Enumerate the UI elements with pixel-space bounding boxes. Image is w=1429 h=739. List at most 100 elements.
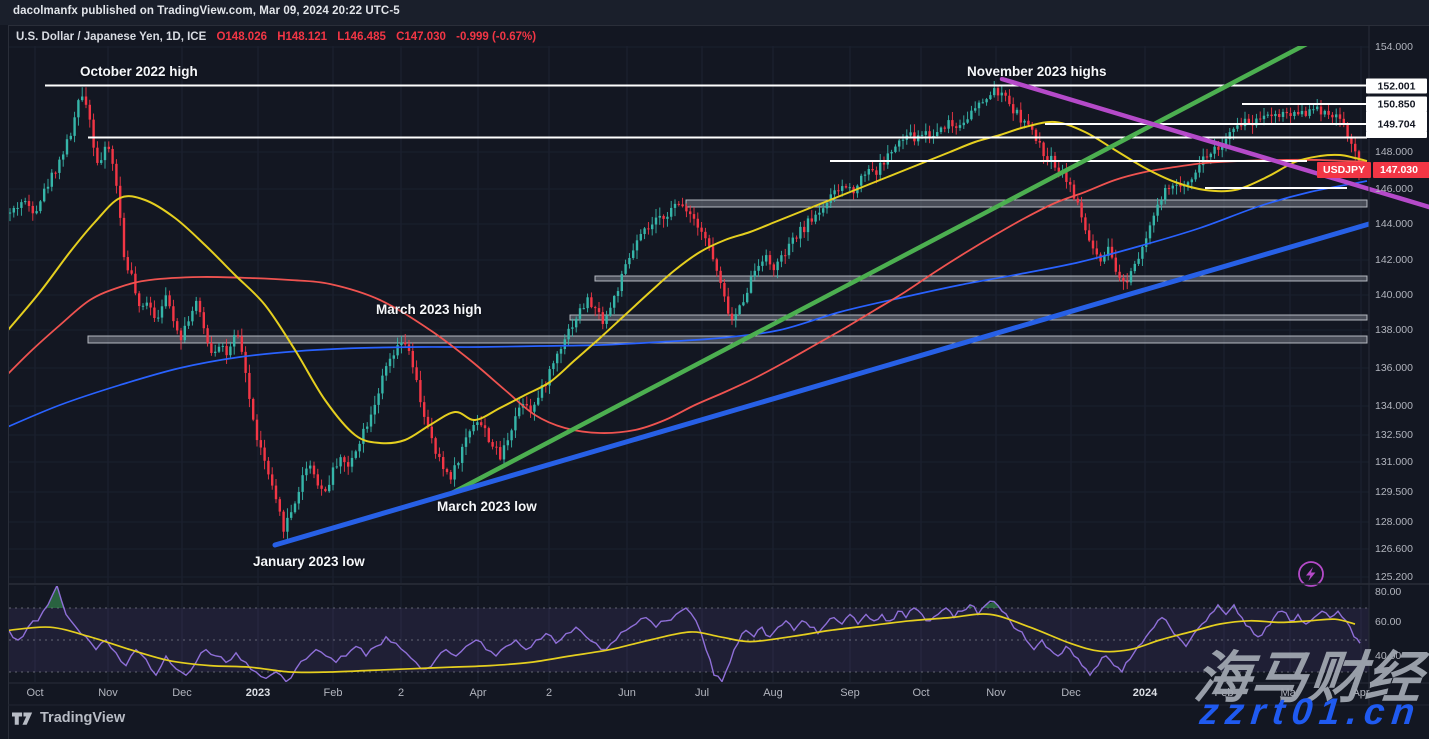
candle-body xyxy=(153,307,156,319)
time-axis-label[interactable]: Dec xyxy=(1061,687,1081,699)
candle-body xyxy=(559,349,563,354)
candle-body xyxy=(81,96,84,101)
candle-body xyxy=(806,218,810,233)
candle-body xyxy=(1243,118,1247,127)
time-axis-label[interactable]: Apr xyxy=(469,687,487,699)
tradingview-attribution[interactable]: TradingView xyxy=(12,710,125,726)
candle-body xyxy=(886,153,889,165)
rising-support-blue[interactable] xyxy=(272,221,1369,548)
time-axis-label[interactable]: Mar xyxy=(1280,687,1300,699)
price-label-partial xyxy=(1366,131,1427,138)
time-axis-label[interactable]: Dec xyxy=(172,687,192,699)
ohlc-close: C147.030 xyxy=(396,31,446,43)
candle-body xyxy=(704,231,707,239)
time-axis-label[interactable]: 2 xyxy=(545,687,553,699)
candle-body xyxy=(423,402,426,417)
price-level-label: 150.850 xyxy=(1366,96,1427,112)
time-axis-label[interactable]: Oct xyxy=(912,687,930,699)
candle-body xyxy=(449,472,452,480)
candle-body xyxy=(1072,184,1076,199)
candle-body xyxy=(160,306,164,318)
time-axis-label[interactable]: 2 xyxy=(397,687,405,699)
march-2023-high-zone[interactable] xyxy=(87,335,1368,344)
rising-support-green[interactable] xyxy=(449,28,1337,496)
zone-139.3[interactable] xyxy=(569,314,1368,321)
candle-body xyxy=(799,226,802,239)
time-axis-label[interactable]: Apr xyxy=(1352,687,1370,699)
candle-body xyxy=(985,99,988,103)
chart-annotation-4[interactable]: January 2023 low xyxy=(253,554,365,569)
chart-annotation-0[interactable]: October 2022 high xyxy=(80,64,198,79)
candle-body xyxy=(362,428,365,444)
candle-body xyxy=(1137,258,1140,264)
time-axis-label[interactable]: Feb xyxy=(1214,687,1234,699)
time-axis-label[interactable]: Jun xyxy=(618,687,636,699)
time-axis-label[interactable]: Aug xyxy=(763,687,783,699)
candle-body xyxy=(183,325,186,341)
ohlc-low: L146.485 xyxy=(337,31,386,43)
candle-body xyxy=(16,207,19,209)
june-2023-high-zone[interactable] xyxy=(685,199,1368,208)
candle-body xyxy=(943,127,946,129)
spark-icon[interactable] xyxy=(1298,561,1324,587)
candle-body xyxy=(324,488,327,492)
ma-red-line[interactable] xyxy=(0,158,1368,434)
rsi-ma-line[interactable] xyxy=(8,613,1356,674)
falling-resistance-purple[interactable] xyxy=(999,76,1429,210)
candle-body xyxy=(1031,124,1034,130)
ma-blue-line[interactable] xyxy=(5,180,1368,428)
symbol-legend[interactable]: U.S. Dollar / Japanese Yen, 1D, ICE O148… xyxy=(16,31,543,43)
time-axis-label[interactable]: Feb xyxy=(323,687,343,699)
rsi-axis-label: 40.00 xyxy=(1375,650,1402,662)
time-axis-label[interactable]: 2024 xyxy=(1132,687,1158,699)
candle-body xyxy=(487,428,490,443)
candle-body xyxy=(825,202,829,209)
candle-body xyxy=(548,369,551,386)
candle-body xyxy=(898,140,901,147)
candle-body xyxy=(236,335,240,337)
candle-body xyxy=(715,259,718,271)
price-pane[interactable] xyxy=(0,28,1369,583)
candle-body xyxy=(567,328,570,340)
candle-body xyxy=(1164,187,1167,201)
time-axis-label[interactable]: Oct xyxy=(26,687,44,699)
candle-body xyxy=(1015,109,1019,114)
candle-body xyxy=(673,203,677,208)
candle-body xyxy=(1133,263,1136,272)
candle-body xyxy=(761,261,764,266)
chart-annotation-1[interactable]: November 2023 highs xyxy=(967,64,1107,79)
price-axis-label: 134.000 xyxy=(1375,400,1413,412)
time-axis-label[interactable]: Nov xyxy=(986,687,1006,699)
candle-body xyxy=(1076,198,1079,203)
candle-body xyxy=(461,446,464,463)
candle-body xyxy=(297,491,300,504)
candle-body xyxy=(803,226,806,233)
time-axis-label[interactable]: Sep xyxy=(840,687,860,699)
chart-frame[interactable] xyxy=(8,25,1429,739)
candle-body xyxy=(191,310,194,322)
candle-body xyxy=(765,255,768,262)
candle-body xyxy=(879,162,882,175)
candle-body xyxy=(746,292,749,303)
chart-annotation-3[interactable]: March 2023 low xyxy=(437,499,537,514)
candle-body xyxy=(620,273,623,292)
chart-annotation-2[interactable]: March 2023 high xyxy=(376,302,482,317)
rsi-line[interactable] xyxy=(8,586,1361,682)
candle-body xyxy=(1126,281,1129,283)
candle-body xyxy=(176,321,179,331)
candle-body xyxy=(951,120,954,127)
candle-body xyxy=(920,134,924,136)
candle-body xyxy=(719,270,722,284)
candle-body xyxy=(1012,104,1015,114)
candle-body xyxy=(480,422,483,426)
candle-body xyxy=(369,414,373,427)
rsi-pane[interactable] xyxy=(8,586,1369,682)
time-axis-label[interactable]: Nov xyxy=(98,687,118,699)
candle-body xyxy=(1034,129,1038,142)
time-axis-label[interactable]: 2023 xyxy=(245,687,271,699)
candle-body xyxy=(597,308,601,313)
time-axis-label[interactable]: Jul xyxy=(694,687,710,699)
candle-body xyxy=(65,139,69,155)
ma-yellow-line[interactable] xyxy=(8,120,1368,445)
